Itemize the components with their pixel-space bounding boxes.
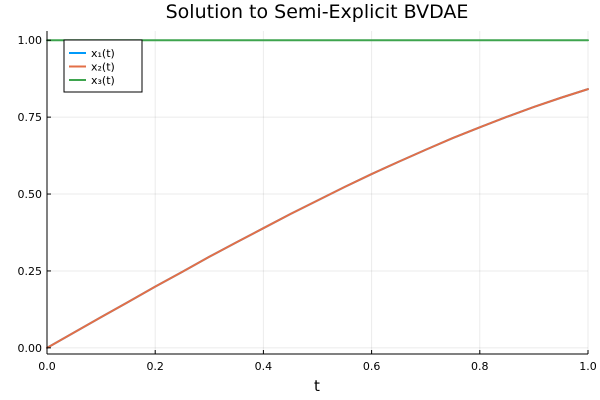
y-tick-label: 1.00 xyxy=(18,34,43,47)
x-axis-label: t xyxy=(314,377,320,395)
legend-label-2: x₂(t) xyxy=(91,61,115,74)
series-line-2 xyxy=(46,88,589,349)
x-tick-label: 0.6 xyxy=(363,360,381,373)
legend-label-3: x₃(t) xyxy=(91,74,115,87)
x-axis-ticks: 0.0 0.2 0.4 0.6 0.8 1.0 xyxy=(38,350,597,373)
y-tick-label: 0.50 xyxy=(18,188,43,201)
y-tick-label: 0.00 xyxy=(18,342,43,355)
series-line-1 xyxy=(46,88,589,349)
y-tick-label: 0.75 xyxy=(18,111,43,124)
x-tick-label: 0.2 xyxy=(146,360,164,373)
x-tick-label: 0.4 xyxy=(255,360,273,373)
legend-label-1: x₁(t) xyxy=(91,47,115,60)
legend: x₁(t)x₂(t)x₃(t) xyxy=(63,39,143,93)
x-tick-label: 1.0 xyxy=(579,360,597,373)
plot-frame xyxy=(46,31,588,355)
y-axis-ticks: 0.00 0.25 0.50 0.75 1.00 xyxy=(18,34,51,355)
x-tick-label: 0.0 xyxy=(38,360,56,373)
y-tick-label: 0.25 xyxy=(18,265,43,278)
chart-title: Solution to Semi-Explicit BVDAE xyxy=(166,1,469,23)
x-tick-label: 0.8 xyxy=(471,360,489,373)
